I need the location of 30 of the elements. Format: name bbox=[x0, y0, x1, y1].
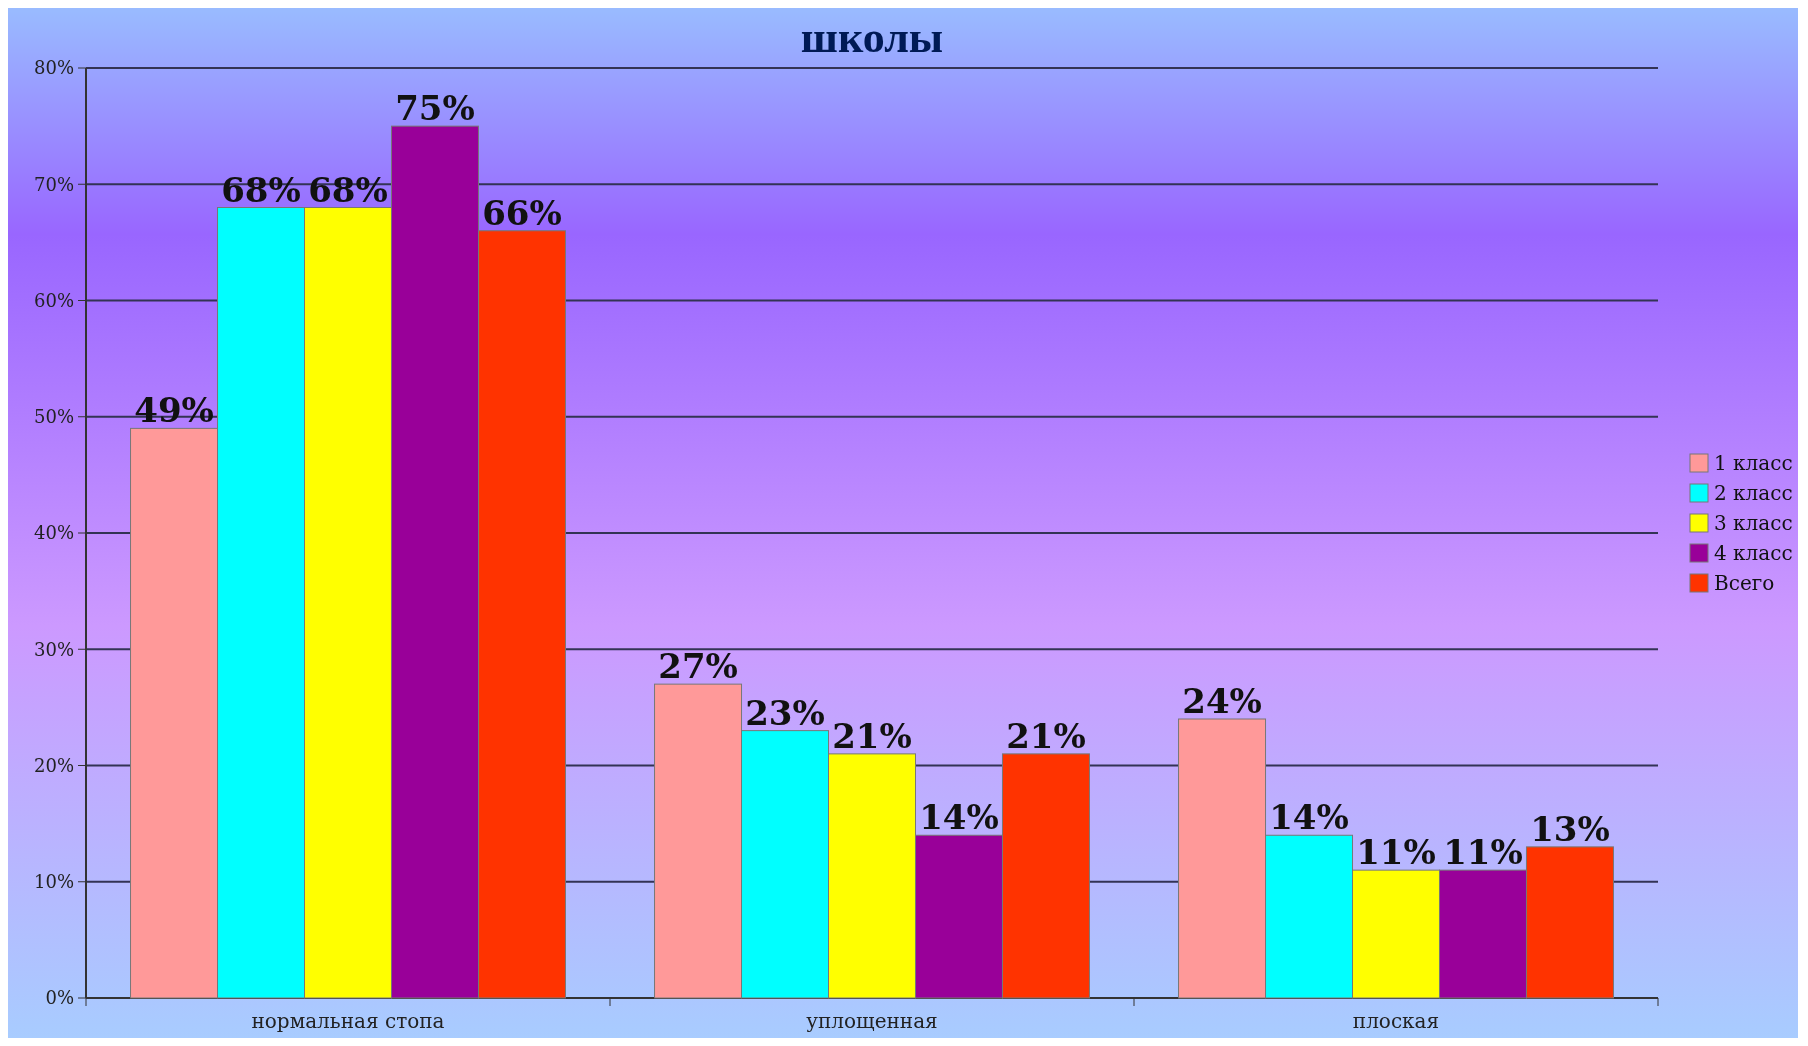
data-label: 14% bbox=[919, 797, 999, 838]
legend-label: Всего bbox=[1714, 571, 1775, 595]
y-tick-label: 50% bbox=[33, 406, 74, 428]
legend-label: 1 класс bbox=[1714, 451, 1793, 475]
x-tick-label: уплощенная bbox=[806, 1009, 938, 1033]
data-label: 23% bbox=[745, 692, 825, 733]
data-label: 27% bbox=[658, 646, 738, 687]
y-tick-label: 10% bbox=[33, 871, 74, 893]
legend-label: 4 класс bbox=[1714, 541, 1793, 565]
y-tick-label: 30% bbox=[33, 638, 74, 660]
y-tick-label: 40% bbox=[33, 522, 74, 544]
y-tick-label: 0% bbox=[45, 987, 74, 1009]
data-label: 13% bbox=[1530, 808, 1610, 849]
chart-title: школы bbox=[800, 13, 944, 62]
y-tick-label: 60% bbox=[33, 289, 74, 311]
y-tick-label: 70% bbox=[33, 173, 74, 195]
data-label: 24% bbox=[1182, 681, 1262, 721]
legend-label: 3 класс bbox=[1714, 511, 1793, 535]
data-label: 14% bbox=[1269, 797, 1349, 838]
data-label: 21% bbox=[832, 715, 912, 756]
data-label: 75% bbox=[395, 88, 475, 129]
x-tick-label: нормальная стопа bbox=[251, 1009, 445, 1033]
data-label: 11% bbox=[1356, 832, 1436, 873]
data-label: 11% bbox=[1443, 832, 1523, 873]
legend-label: 2 класс bbox=[1714, 481, 1793, 505]
data-label: 66% bbox=[482, 192, 562, 233]
data-label: 21% bbox=[1006, 715, 1086, 756]
y-tick-label: 80% bbox=[33, 57, 74, 79]
y-tick-label: 20% bbox=[33, 754, 74, 776]
x-tick-label: плоская bbox=[1352, 1009, 1440, 1033]
